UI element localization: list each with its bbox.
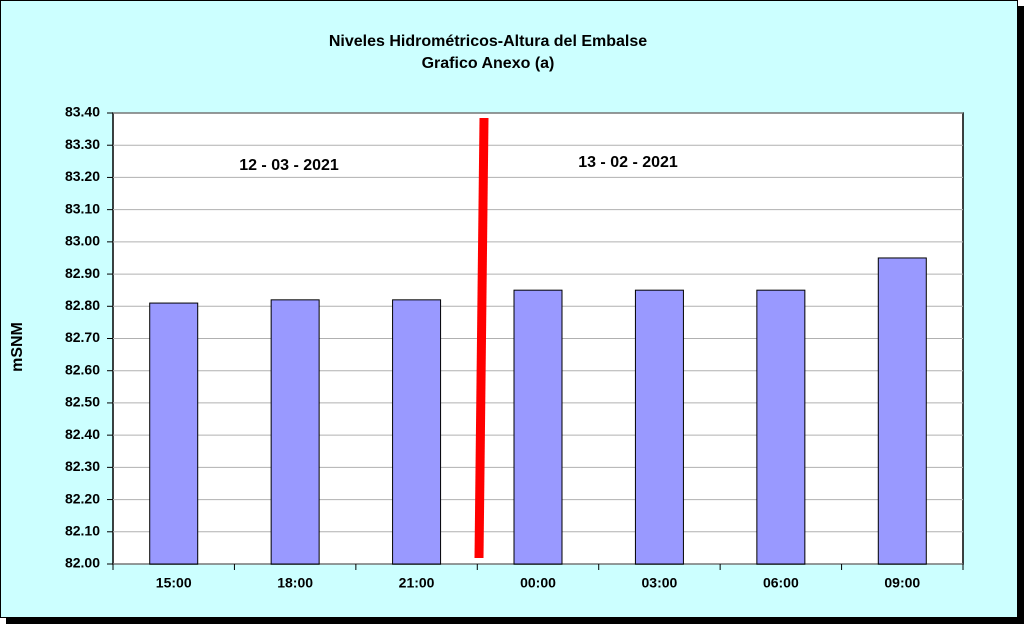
y-tick-label: 82.80 <box>65 297 100 313</box>
annotation: 13 - 02 - 2021 <box>578 154 678 171</box>
x-tick-label: 09:00 <box>884 575 920 591</box>
bars <box>149 257 927 565</box>
y-tick-label: 82.30 <box>65 458 100 474</box>
y-tick-label: 83.30 <box>65 136 100 152</box>
bar <box>513 289 563 565</box>
bar <box>149 302 199 565</box>
x-tick-label: 15:00 <box>156 575 192 591</box>
bar <box>392 299 442 565</box>
chart-title: Niveles Hidrométricos-Altura del Embalse <box>329 33 647 50</box>
y-tick-label: 82.40 <box>65 426 100 442</box>
y-tick-label: 83.40 <box>65 104 100 120</box>
y-tick-label: 82.90 <box>65 265 100 281</box>
annotation: 12 - 03 - 2021 <box>239 157 339 174</box>
y-tick-label: 82.70 <box>65 329 100 345</box>
y-axis-label: mSNM <box>9 322 26 372</box>
chart-subtitle: Grafico Anexo (a) <box>422 55 555 72</box>
y-tick-label: 83.20 <box>65 168 100 184</box>
x-tick-label: 00:00 <box>520 575 556 591</box>
grid <box>107 112 964 570</box>
y-tick-label: 83.00 <box>65 233 100 249</box>
divider-line <box>474 117 489 559</box>
bar <box>877 257 927 565</box>
y-tick-label: 82.10 <box>65 522 100 538</box>
y-tick-label: 82.00 <box>65 555 100 571</box>
x-tick-label: 03:00 <box>642 575 678 591</box>
bar <box>756 289 806 565</box>
y-tick-label: 82.50 <box>65 394 100 410</box>
bar <box>634 289 684 565</box>
bar <box>270 299 320 565</box>
y-tick-label: 83.10 <box>65 200 100 216</box>
y-tick-label: 82.60 <box>65 361 100 377</box>
y-tick-label: 82.20 <box>65 490 100 506</box>
x-tick-label: 06:00 <box>763 575 799 591</box>
x-tick-label: 21:00 <box>399 575 435 591</box>
x-tick-label: 18:00 <box>277 575 313 591</box>
